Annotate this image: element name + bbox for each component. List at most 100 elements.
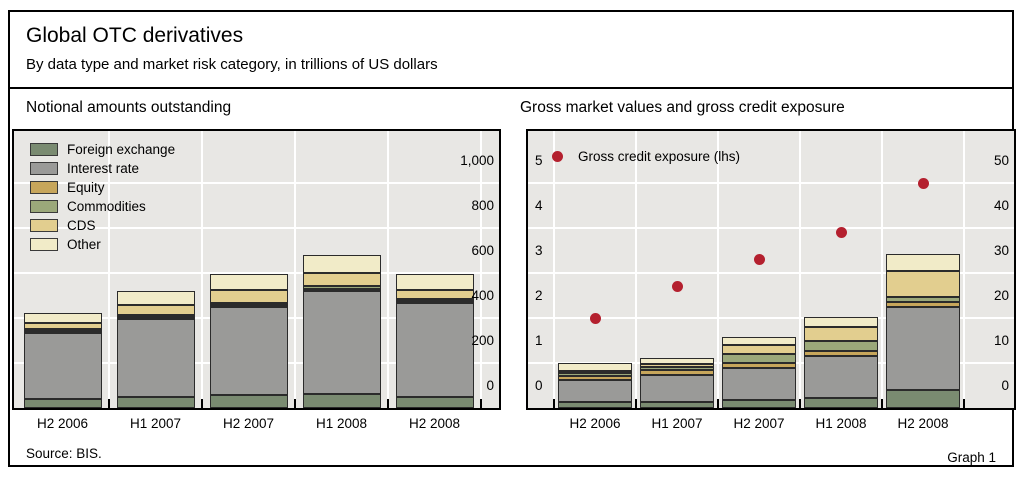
y-axis-tick-label-right: 30 xyxy=(993,243,1009,258)
gridline-horizontal xyxy=(528,272,1014,274)
y-axis-tick-label-right: 400 xyxy=(471,288,494,303)
y-axis-tick-label-right: 20 xyxy=(993,288,1009,303)
y-axis-tick-label-left: 4 xyxy=(535,198,543,213)
gridline-horizontal xyxy=(14,182,499,184)
y-axis-tick-label-right: 600 xyxy=(471,243,494,258)
bar-segment-equity xyxy=(886,302,960,307)
notional-amounts-plot: 0 200 400 600 800 1,000 Foreign exchange Intere… xyxy=(12,129,501,410)
legend-item-label: Interest rate xyxy=(67,161,140,176)
x-axis-tick xyxy=(963,399,965,408)
stacked-bar xyxy=(395,274,474,408)
chart-title: Global OTC derivatives xyxy=(26,24,244,47)
bar-segment-commodities xyxy=(640,367,714,370)
gross-market-values-plot: 0 10 20 30 40 50 0 1 2 3 4 5 Gross credit exposure (… xyxy=(526,129,1016,410)
gridline-vertical xyxy=(881,131,883,408)
gridline-vertical xyxy=(480,131,482,408)
y-axis-tick-label-right: 10 xyxy=(993,333,1009,348)
outer-frame: Global OTC derivatives By data type and … xyxy=(8,10,1016,467)
x-axis-category-label: H1 2007 xyxy=(129,416,182,431)
bar-segment-commodities xyxy=(302,286,381,289)
gridline-vertical xyxy=(553,131,555,408)
x-axis-tick xyxy=(553,399,555,408)
x-axis-tick xyxy=(717,399,719,408)
x-axis-category-label: H2 2007 xyxy=(222,416,275,431)
bar-segment-commodities xyxy=(886,297,960,302)
x-axis-tick xyxy=(294,399,296,408)
x-axis-category-label: H1 2008 xyxy=(315,416,368,431)
x-axis-category-label: H2 2006 xyxy=(36,416,89,431)
right-x-axis-labels: H2 2006 H1 2007 H2 2007 H1 2008 H2 2008 xyxy=(526,415,1016,433)
bar-segment-interest_rate xyxy=(395,303,474,397)
legend-item: Equity xyxy=(30,178,175,197)
graph-number: Graph 1 xyxy=(947,450,996,465)
gridline-horizontal xyxy=(14,272,499,274)
bar-segment-interest_rate xyxy=(804,356,878,398)
legend-swatch-icon xyxy=(30,200,58,213)
bar-segment-commodities xyxy=(804,341,878,351)
legend-item-label: Foreign exchange xyxy=(67,142,176,157)
bar-segment-commodities xyxy=(722,354,796,363)
y-axis-tick-label-right: 800 xyxy=(471,198,494,213)
x-axis-tick xyxy=(635,399,637,408)
legend-swatch-icon xyxy=(30,238,58,251)
gridline-horizontal xyxy=(528,182,1014,184)
bar-segment-other xyxy=(116,291,195,305)
bar-segment-interest_rate xyxy=(886,307,960,390)
bar-segment-other xyxy=(558,363,632,371)
x-axis-category-label: H2 2006 xyxy=(569,416,621,431)
bar-segment-other xyxy=(302,255,381,273)
bar-segment-commodities xyxy=(209,303,288,305)
stacked-bar xyxy=(116,291,195,408)
legend-item: Other xyxy=(30,235,175,254)
x-axis-category-label: H2 2008 xyxy=(897,416,949,431)
y-axis-tick-label-right: 200 xyxy=(471,333,494,348)
bar-segment-interest_rate xyxy=(23,333,102,399)
x-axis-category-label: H1 2007 xyxy=(651,416,703,431)
legend-swatch-icon xyxy=(30,143,58,156)
credit-exposure-dot xyxy=(589,312,601,324)
legend-item: Foreign exchange xyxy=(30,140,175,159)
y-axis-tick-label-right: 50 xyxy=(993,153,1009,168)
bar-segment-cds xyxy=(558,371,632,373)
bar-segment-commodities xyxy=(116,315,195,317)
credit-exposure-dot xyxy=(753,254,765,265)
series-legend: Foreign exchange Interest rate Equity Commo… xyxy=(30,140,175,254)
x-axis-tick xyxy=(881,399,883,408)
y-axis-tick-label-left: 5 xyxy=(535,153,543,168)
bar-segment-foreign_exchange xyxy=(116,397,195,408)
bar-segment-interest_rate xyxy=(116,319,195,397)
stacked-bar xyxy=(640,358,714,408)
bar-segment-other xyxy=(23,313,102,323)
gridline-vertical xyxy=(294,131,296,408)
legend-dot-icon xyxy=(552,151,563,162)
bar-segment-cds xyxy=(23,323,102,329)
y-axis-tick-label-left: 1 xyxy=(535,333,543,348)
gridline-vertical xyxy=(799,131,801,408)
stacked-bar xyxy=(302,255,381,408)
stacked-bar xyxy=(23,313,102,408)
legend-item-label: Commodities xyxy=(67,199,146,214)
bar-segment-commodities xyxy=(23,329,102,331)
x-axis-tick xyxy=(201,399,203,408)
legend-item-label: CDS xyxy=(67,218,96,233)
gridline-vertical xyxy=(635,131,637,408)
legend-item-label: Equity xyxy=(67,180,105,195)
bar-segment-foreign_exchange xyxy=(886,390,960,408)
bar-segment-foreign_exchange xyxy=(209,395,288,408)
bar-segment-equity xyxy=(116,317,195,319)
chart-header: Global OTC derivatives By data type and … xyxy=(10,12,1012,89)
x-axis-category-label: H2 2008 xyxy=(408,416,461,431)
bar-segment-commodities xyxy=(395,299,474,301)
gridline-vertical xyxy=(963,131,965,408)
bar-segment-equity xyxy=(804,351,878,356)
credit-exposure-dot xyxy=(835,227,847,238)
legend-swatch-icon xyxy=(30,162,58,175)
gridline-vertical xyxy=(108,131,110,408)
stacked-bar xyxy=(558,363,632,408)
x-axis-tick xyxy=(799,399,801,408)
bar-segment-commodities xyxy=(558,373,632,376)
bar-segment-cds xyxy=(886,271,960,297)
bar-segment-foreign_exchange xyxy=(395,397,474,408)
y-axis-tick-label-left: 3 xyxy=(535,243,543,258)
right-panel-title: Gross market values and gross credit exp… xyxy=(520,99,845,116)
